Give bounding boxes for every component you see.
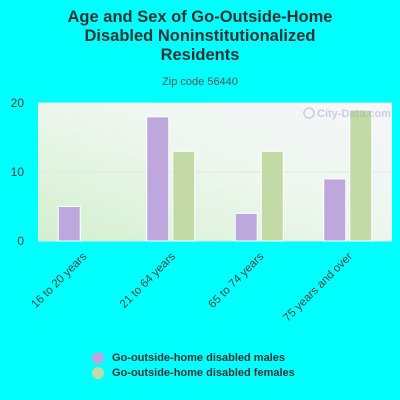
x-axis-ticks: 16 to 20 years 21 to 64 years 65 to 74 yea… xyxy=(29,251,355,325)
bar-males-1 xyxy=(146,116,170,242)
x-tick-label: 21 to 64 years xyxy=(118,251,178,311)
bar-females-1 xyxy=(172,150,196,242)
legend-label: Go-outside-home disabled males xyxy=(112,351,285,364)
bars xyxy=(57,109,373,242)
legend-swatch xyxy=(92,366,104,379)
legend-item-males: Go-outside-home disabled males xyxy=(92,350,295,365)
y-axis-ticks: 0 10 20 xyxy=(11,96,25,248)
bar-males-0 xyxy=(57,206,81,242)
bar-males-2 xyxy=(234,212,258,242)
legend: Go-outside-home disabled males Go-outside… xyxy=(92,350,295,380)
watermark-icon xyxy=(303,107,315,119)
x-tick-label: 75 years and over xyxy=(281,251,355,325)
bar-females-3 xyxy=(349,109,373,242)
chart-title: Age and Sex of Go-Outside-Home Disabled … xyxy=(67,8,333,64)
chart-subtitle: Zip code 56440 xyxy=(162,76,238,88)
watermark-text: City-Data.com xyxy=(317,108,391,120)
bar-males-3 xyxy=(323,178,347,242)
legend-item-females: Go-outside-home disabled females xyxy=(92,365,295,380)
legend-swatch xyxy=(92,351,104,364)
x-tick-label: 65 to 74 years xyxy=(206,251,266,311)
y-tick-label: 0 xyxy=(17,234,24,248)
y-tick-label: 20 xyxy=(11,96,25,110)
watermark: City-Data.com xyxy=(303,107,391,120)
x-tick-label: 16 to 20 years xyxy=(29,251,89,311)
y-tick-label: 10 xyxy=(11,165,25,179)
legend-label: Go-outside-home disabled females xyxy=(112,366,295,379)
bar-females-2 xyxy=(260,150,284,242)
